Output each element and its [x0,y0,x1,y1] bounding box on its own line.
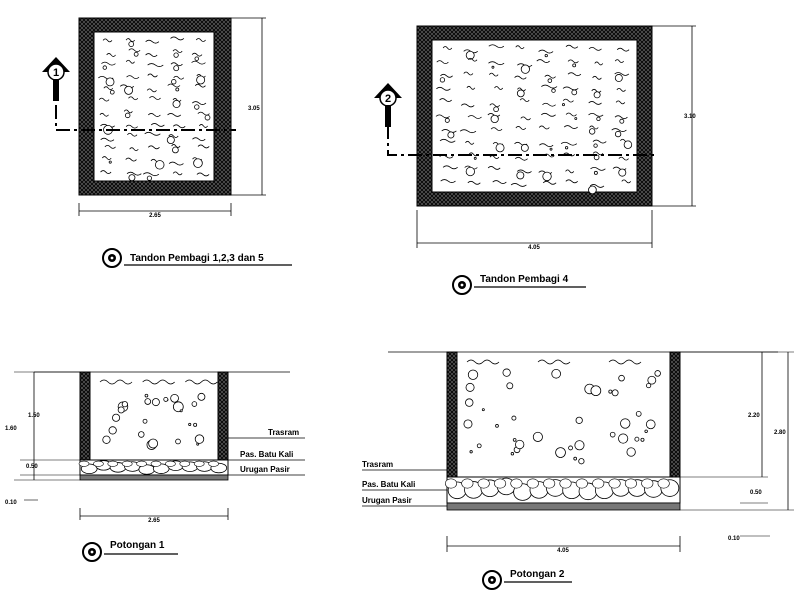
section-1-sand-dim: 0.10 [5,500,17,506]
section-2-width-dim: 4.05 [557,548,569,554]
section-1-width-dim: 2.65 [148,518,160,524]
section-2-dim-b: 2.80 [774,430,786,436]
plan-2-height-dim: 3.10 [684,114,696,120]
section-potongan-1: Trasram Pas. Batu Kali Urugan Pasir 1.50… [5,371,305,562]
section-marker-2-label: 2 [385,93,391,105]
water-texture [98,36,211,182]
section-1-gravel-label: Pas. Batu Kali [240,450,293,459]
plan-tandon-1: 1 2.65 3.05 Tandon Pembagi 1,2,3 dan 5 [42,17,292,268]
section-1-sand-label: Urugan Pasir [240,465,290,474]
plan-1-title: Tandon Pembagi 1,2,3 dan 5 [130,253,264,264]
section-1-title: Potongan 1 [110,540,165,551]
plan-1-width-dim: 2.65 [149,213,161,219]
section-2-sand-dim: 0.10 [728,536,740,542]
section-potongan-2: Trasram Pas. Batu Kali Urugan Pasir 2.20… [362,351,794,590]
section-marker-2: 2 [374,83,402,127]
section-2-sand-label: Urugan Pasir [362,496,412,505]
section-2-gravel-dim: 0.50 [750,490,762,496]
plan-2-title: Tandon Pembagi 4 [480,274,569,285]
section-marker-1-label: 1 [53,67,59,79]
section-2-gravel-label: Pas. Batu Kali [362,480,415,489]
plan-1-height-dim: 3.05 [248,106,260,112]
section-1-gravel-dim: 0.50 [26,464,38,470]
plan-tandon-2: 2 4.05 3.10 Tandon Pembagi 4 [374,25,696,295]
section-2-wall-label: Trasram [362,460,393,469]
section-1-dim-a: 1.50 [28,413,40,419]
section-marker-1: 1 [42,57,70,101]
section-1-dim-b: 1.60 [5,426,17,432]
section-2-title: Potongan 2 [510,569,565,580]
section-2-dim-a: 2.20 [748,413,760,419]
water-texture [435,44,633,195]
plan-2-width-dim: 4.05 [528,245,540,251]
section-1-wall-label: Trasram [268,428,299,437]
